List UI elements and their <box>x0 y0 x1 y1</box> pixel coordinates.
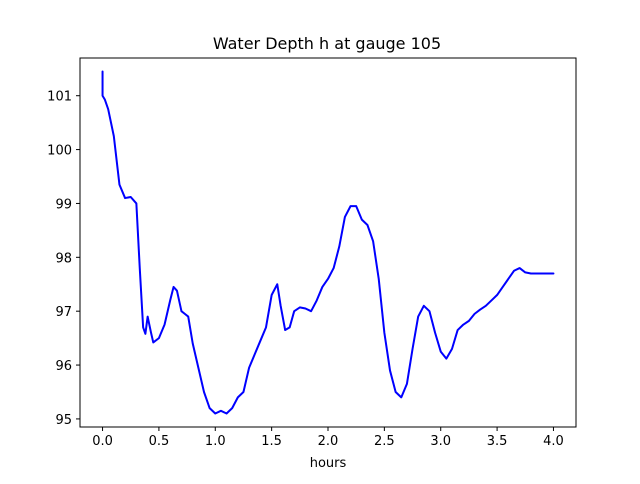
x-tick-label: 0.5 <box>149 434 170 449</box>
x-tick-label: 3.0 <box>430 434 451 449</box>
y-tick-label: 95 <box>55 413 72 428</box>
plot-frame <box>79 57 577 428</box>
x-tick-label: 0.0 <box>92 434 113 449</box>
y-tick-label: 97 <box>55 305 72 320</box>
chart-title: Water Depth h at gauge 105 <box>213 34 441 53</box>
x-tick-label: 2.5 <box>374 434 395 449</box>
y-tick-label: 101 <box>47 90 72 105</box>
x-tick-label: 1.0 <box>205 434 226 449</box>
x-tick-label: 1.5 <box>261 434 282 449</box>
x-tick-label: 3.5 <box>487 434 508 449</box>
x-axis-label: hours <box>310 456 347 471</box>
x-tick-label: 2.0 <box>318 434 339 449</box>
y-axis: 95 96 97 98 99 100 101 <box>47 90 80 428</box>
y-tick-label: 99 <box>55 197 72 212</box>
x-axis: 0.0 0.5 1.0 1.5 2.0 2.5 3.0 3.5 4.0 <box>92 427 564 449</box>
y-tick-label: 98 <box>55 251 72 266</box>
y-tick-label: 100 <box>47 144 72 159</box>
y-tick-label: 96 <box>55 359 72 374</box>
x-tick-label: 4.0 <box>543 434 564 449</box>
data-line-series <box>101 70 555 415</box>
